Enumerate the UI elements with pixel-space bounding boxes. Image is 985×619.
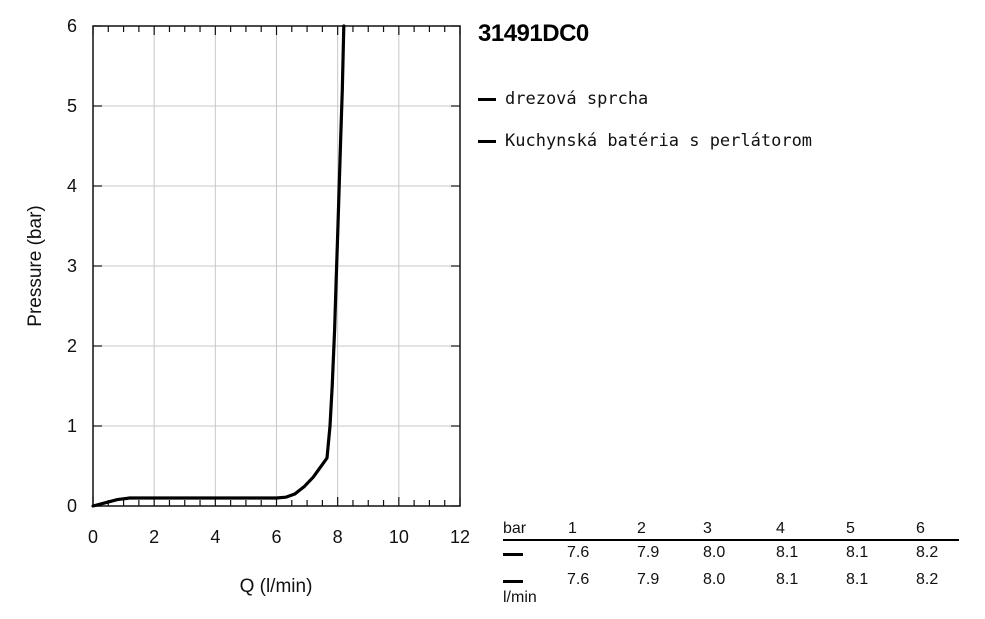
row-unit-lmin: l/min [503,589,537,606]
table-cell: 7.6 [567,544,590,561]
row-swatch [503,580,523,583]
row-swatch [503,553,523,556]
y-tick-label: 6 [67,16,77,36]
x-tick-label: 10 [389,527,409,547]
y-tick-label: 5 [67,96,77,116]
legend-item-kitchen-mixer: Kuchynská batéria s perlátorom [478,120,812,162]
x-tick-label: 4 [210,527,220,547]
header-unit-bar: bar [503,520,527,537]
x-tick-label: 6 [271,527,281,547]
table-cell: 8.0 [703,571,726,588]
grid-lines [93,26,460,506]
series-layer [91,24,346,508]
table-cell: 7.9 [637,544,660,561]
y-tick-label: 4 [67,176,77,196]
x-tick-label: 0 [88,527,98,547]
header-pressure-3: 3 [703,520,712,537]
product-title: 31491DC0 [478,20,589,47]
y-tick-label: 0 [67,496,77,516]
table-cell: 7.6 [567,571,590,588]
table-cell: 8.0 [703,544,726,561]
plot-frame [92,25,461,507]
y-axis-title: Pressure (bar) [25,205,46,326]
table-cell: 8.2 [916,571,939,588]
legend-item-sink-shower: drezová sprcha [478,78,812,120]
y-tick-label: 1 [67,416,77,436]
table-cell: 7.9 [637,571,660,588]
series-line [91,24,346,508]
x-tick-label: 2 [149,527,159,547]
flow-rate-table: bar 1 2 3 4 5 6 7.6 7.9 8.0 8.1 8.1 8.2 … [503,518,959,606]
table-row-kitchen-mixer: 7.6 7.9 8.0 8.1 8.1 8.2 l/min [503,568,959,606]
header-pressure-2: 2 [637,520,646,537]
x-axis-title: Q (l/min) [240,576,313,597]
table-cell: 8.1 [846,571,869,588]
table-cell: 8.1 [776,544,799,561]
legend: drezová sprcha Kuchynská batéria s perlá… [478,78,812,162]
x-tick-label: 8 [333,527,343,547]
header-pressure-1: 1 [568,520,577,537]
x-tick-labels: 0 2 4 6 8 10 12 [88,527,470,547]
y-tick-label: 2 [67,336,77,356]
y-tick-labels: 0 1 2 3 4 5 6 [67,16,77,516]
legend-label: Kuchynská batéria s perlátorom [505,131,813,151]
legend-label: drezová sprcha [505,89,649,109]
table-header: bar 1 2 3 4 5 6 [503,518,959,541]
legend-swatch [478,97,496,101]
legend-swatch [478,139,496,143]
table-cell: 8.1 [776,571,799,588]
x-tick-label: 12 [450,527,470,547]
table-cell: 8.2 [916,544,939,561]
header-pressure-5: 5 [846,520,855,537]
y-tick-label: 3 [67,256,77,276]
header-pressure-6: 6 [916,520,925,537]
table-row-sink-shower: 7.6 7.9 8.0 8.1 8.1 8.2 [503,541,959,568]
header-pressure-4: 4 [776,520,785,537]
table-cell: 8.1 [846,544,869,561]
